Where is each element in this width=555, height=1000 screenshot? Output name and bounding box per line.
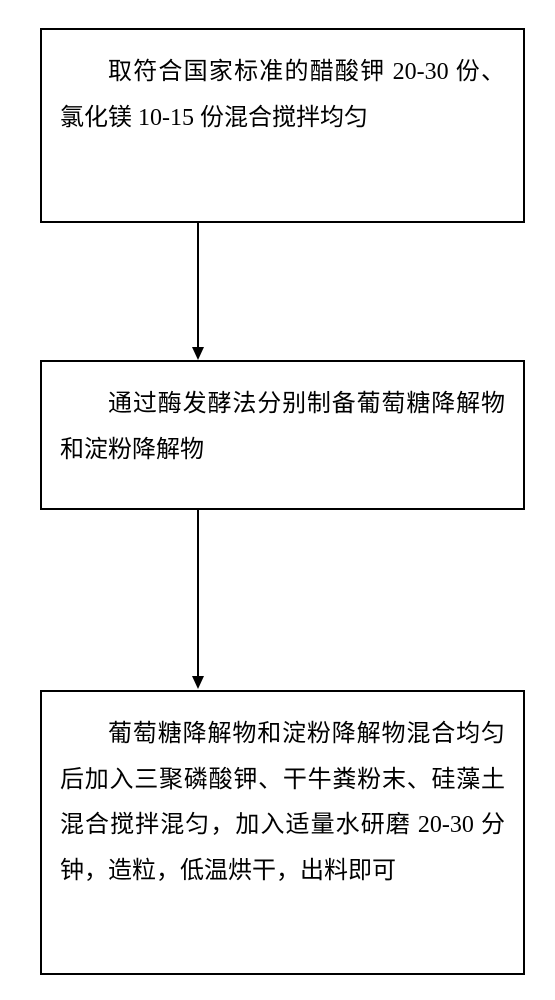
flow-node-step2-text: 通过酶发酵法分别制备葡萄糖降解物和淀粉降解物 bbox=[60, 382, 505, 473]
flow-edge-1-line bbox=[197, 223, 199, 347]
flow-node-step1: 取符合国家标准的醋酸钾 20-30 份、氯化镁 10-15 份混合搅拌均匀 bbox=[40, 28, 525, 223]
flow-node-step3: 葡萄糖降解物和淀粉降解物混合均匀后加入三聚磷酸钾、干牛粪粉末、硅藻土混合搅拌混匀… bbox=[40, 690, 525, 975]
flow-edge-1-arrowhead bbox=[192, 347, 204, 360]
flow-node-step1-text: 取符合国家标准的醋酸钾 20-30 份、氯化镁 10-15 份混合搅拌均匀 bbox=[60, 50, 505, 141]
flow-node-step2: 通过酶发酵法分别制备葡萄糖降解物和淀粉降解物 bbox=[40, 360, 525, 510]
flow-edge-2-line bbox=[197, 510, 199, 676]
flow-edge-2-arrowhead bbox=[192, 676, 204, 689]
flow-node-step3-text: 葡萄糖降解物和淀粉降解物混合均匀后加入三聚磷酸钾、干牛粪粉末、硅藻土混合搅拌混匀… bbox=[60, 712, 505, 894]
flowchart-canvas: 取符合国家标准的醋酸钾 20-30 份、氯化镁 10-15 份混合搅拌均匀 通过… bbox=[0, 0, 555, 1000]
